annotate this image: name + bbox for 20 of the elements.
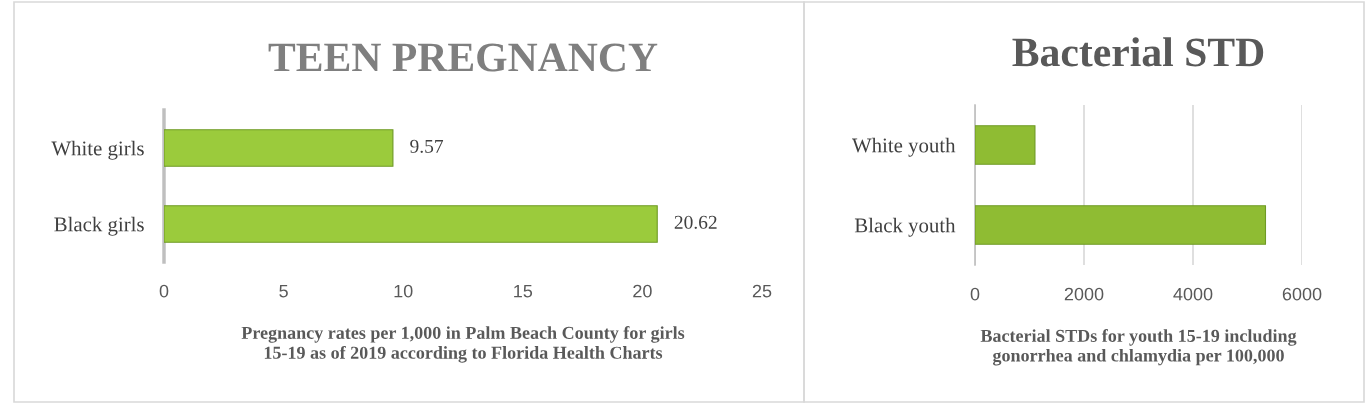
y-tick-label: White girls: [51, 140, 144, 160]
y-tick-label: Black youth: [854, 217, 956, 237]
x-tick-label: 5: [279, 284, 288, 298]
x-axis-title: Pregnancy rates per 1,000 in Palm Beach County for girls 15-19 as of 2019 according to Florida Health Charts: [241, 326, 685, 363]
y-tick-label: White youth: [852, 137, 956, 157]
x-tick-label: 0: [159, 284, 169, 298]
data-label: 9.57: [410, 139, 444, 153]
x-tick-label: 0: [970, 287, 980, 301]
x-tick-label: 4000: [1173, 287, 1213, 301]
chart-title: TEEN PREGNANCY: [268, 43, 658, 72]
chart-title: Bacterial STD: [1012, 37, 1264, 67]
x-tick-label: 20: [633, 284, 652, 298]
data-label: 20.62: [674, 215, 717, 229]
x-axis-title: Bacterial STDs for youth 15-19 including gonorrhea and chlamydia per 100,000: [980, 329, 1297, 366]
x-tick-label: 2000: [1064, 287, 1104, 301]
x-tick-label: 25: [752, 284, 772, 298]
y-tick-label: Black girls: [54, 216, 144, 236]
x-tick-label: 10: [394, 284, 413, 298]
x-tick-label: 6000: [1282, 287, 1322, 301]
x-tick-label: 15: [514, 284, 533, 298]
